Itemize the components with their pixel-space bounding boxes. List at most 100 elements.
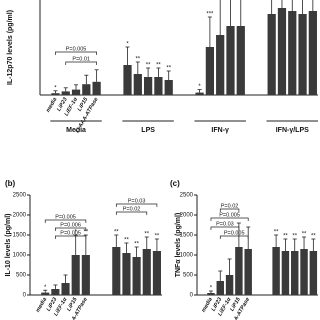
bar xyxy=(154,77,163,95)
p-bracket xyxy=(55,51,97,55)
significance-label: ** xyxy=(166,66,171,72)
bar xyxy=(112,247,121,295)
bar xyxy=(235,247,243,295)
y-axis-label: TNFα levels (pg/ml) xyxy=(175,213,182,278)
y-tick-label: 500 xyxy=(183,273,194,279)
p-bracket xyxy=(55,227,87,231)
bar xyxy=(132,257,141,295)
bar xyxy=(288,11,297,95)
bar xyxy=(205,47,215,95)
bar xyxy=(291,251,299,295)
bar xyxy=(71,255,80,295)
p-value: P=0.005 xyxy=(55,214,76,220)
y-tick-label: 1000 xyxy=(180,253,194,259)
y-tick-label: 1500 xyxy=(180,233,194,239)
y-tick-label: 0 xyxy=(190,293,194,299)
significance-label: * xyxy=(75,230,78,236)
bar xyxy=(41,292,50,295)
bar xyxy=(122,253,131,295)
bar xyxy=(216,281,224,295)
bar xyxy=(272,247,280,295)
y-tick-label: 0 xyxy=(23,293,27,299)
p-bracket xyxy=(210,217,249,221)
significance-label: ** xyxy=(274,230,279,236)
x-tick-label: media xyxy=(45,97,58,114)
significance-label: ** xyxy=(155,234,160,240)
significance-label: * xyxy=(210,286,213,292)
y-tick-label: 2500 xyxy=(180,193,194,199)
bar xyxy=(123,65,132,95)
p-bracket xyxy=(65,61,97,65)
bar xyxy=(207,293,215,295)
p-bracket xyxy=(219,235,249,239)
p-bracket xyxy=(219,208,240,212)
significance-label: ** xyxy=(156,63,161,69)
significance-label: ** xyxy=(135,57,140,63)
bar xyxy=(133,74,142,95)
p-value: P=0.006 xyxy=(60,222,81,228)
p-value: P=0.005 xyxy=(60,230,81,236)
p-bracket xyxy=(115,203,158,207)
bar xyxy=(300,249,308,295)
significance-label: ** xyxy=(134,242,139,248)
p-bracket xyxy=(55,235,87,239)
bar xyxy=(152,251,161,295)
bar xyxy=(309,251,318,295)
panel-label: (c) xyxy=(170,179,180,188)
p-bracket xyxy=(210,226,240,230)
group-label: IFN-γ/LPS xyxy=(276,127,309,134)
bar xyxy=(61,283,70,295)
bar xyxy=(143,77,153,95)
y-tick-label: 2500 xyxy=(13,193,27,199)
significance-label: ** xyxy=(311,234,316,240)
bar xyxy=(195,92,204,95)
bar xyxy=(298,14,307,95)
y-tick-label: 500 xyxy=(16,273,27,279)
y-axis-label: IL-12p70 levels (pg/ml) xyxy=(7,10,14,85)
bar xyxy=(51,93,60,95)
significance-label: ** xyxy=(302,232,307,238)
bar xyxy=(225,275,234,295)
y-tick-label: 2000 xyxy=(180,213,194,219)
p-bracket xyxy=(115,211,148,215)
p-value: P=0.02 xyxy=(221,203,239,209)
bar xyxy=(226,26,235,95)
bar xyxy=(308,11,317,95)
p-value: P=0.01 xyxy=(72,56,90,62)
y-axis-label: IL-10 levels (pg/ml) xyxy=(5,213,12,276)
significance-label: ** xyxy=(283,234,288,240)
group-label: LPS xyxy=(141,127,155,134)
bar xyxy=(51,289,60,295)
significance-label: ** xyxy=(114,230,119,236)
significance-label: ** xyxy=(144,232,149,238)
bar xyxy=(71,89,81,95)
p-bracket xyxy=(44,219,87,223)
p-value: P=0.03 xyxy=(128,198,146,204)
bar xyxy=(236,26,245,95)
significance-label: *** xyxy=(206,12,214,18)
p-value: P=0.005 xyxy=(224,230,245,236)
bar xyxy=(281,251,290,295)
significance-label: ** xyxy=(146,63,151,69)
group-label: IFN-γ xyxy=(211,127,229,134)
significance-label: * xyxy=(44,285,47,291)
significance-label: ** xyxy=(84,230,89,236)
bar xyxy=(164,80,173,95)
p-value: P=0.02 xyxy=(123,206,141,212)
significance-label: ** xyxy=(292,234,297,240)
bar xyxy=(82,84,91,95)
p-value: P=0.005 xyxy=(66,46,87,52)
panel-label: (b) xyxy=(5,179,16,188)
bar xyxy=(81,255,90,295)
x-tick-label: media xyxy=(35,297,48,314)
bar xyxy=(142,249,151,295)
y-tick-label: 2000 xyxy=(13,213,27,219)
y-tick-label: 1000 xyxy=(13,253,27,259)
group-label: Media xyxy=(66,127,86,134)
significance-label: * xyxy=(126,42,129,48)
p-value: P=0.005 xyxy=(219,212,240,218)
bar xyxy=(92,81,101,95)
bar xyxy=(277,8,287,95)
bar xyxy=(61,91,70,95)
